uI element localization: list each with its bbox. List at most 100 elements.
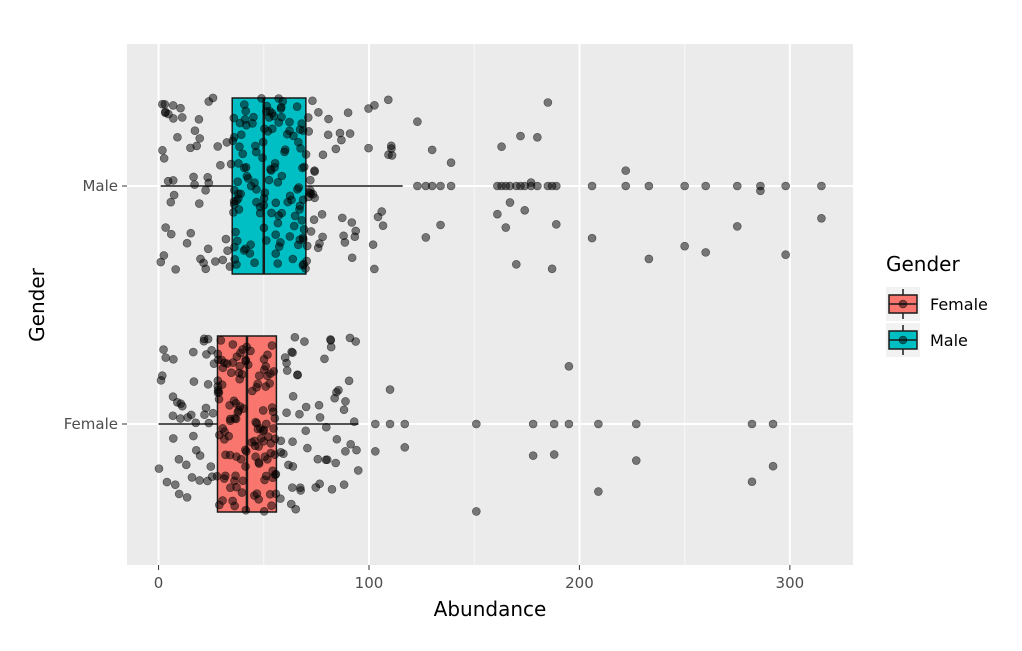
jitter-point [267, 108, 277, 118]
y-tick-label: Female [64, 415, 118, 433]
jitter-point [232, 452, 241, 461]
jitter-point [171, 265, 180, 274]
jitter-point [195, 134, 205, 143]
jitter-point [289, 221, 299, 231]
x-tick-label: 200 [565, 574, 594, 592]
jitter-point [234, 406, 243, 415]
jitter-point [230, 242, 239, 252]
jitter-point [161, 353, 171, 362]
jitter-point [331, 144, 341, 154]
jitter-point [234, 159, 243, 168]
jitter-point [277, 171, 287, 181]
jitter-point [156, 257, 166, 267]
jitter-point [191, 418, 201, 428]
jitter-point [250, 178, 259, 188]
jitter-point [266, 448, 275, 458]
jitter-point [587, 233, 597, 243]
jitter-point [301, 264, 310, 273]
jitter-point [236, 130, 246, 139]
jitter-point [253, 379, 263, 389]
jitter-point [516, 131, 525, 141]
jitter-point [299, 225, 309, 234]
legend-key-point [898, 299, 908, 309]
x-tick-label: 300 [776, 574, 805, 592]
jitter-point [243, 174, 253, 183]
jitter-point [285, 191, 295, 201]
jitter-point [631, 456, 641, 465]
jitter-point [263, 350, 272, 360]
jitter-point [303, 113, 313, 122]
jitter-point [258, 426, 268, 436]
jitter-point [186, 228, 196, 238]
jitter-point [276, 238, 285, 247]
jitter-point [304, 127, 314, 136]
jitter-point [182, 238, 192, 248]
jitter-point [196, 254, 205, 264]
jitter-point [213, 142, 223, 151]
jitter-point [551, 220, 561, 229]
jitter-point [337, 213, 347, 223]
outlier-point [564, 419, 574, 429]
jitter-point [200, 410, 209, 420]
jitter-point [267, 501, 276, 510]
jitter-point [373, 212, 383, 222]
jitter-point [549, 450, 559, 459]
jitter-point [300, 337, 309, 346]
jitter-point [174, 455, 184, 464]
jitter-point [273, 259, 283, 268]
jitter-point [166, 197, 176, 207]
jitter-point [340, 238, 350, 247]
jitter-point [781, 250, 790, 259]
outlier-point [781, 181, 790, 191]
jitter-point [301, 150, 311, 159]
jitter-point [211, 257, 220, 266]
jitter-point [276, 447, 286, 457]
jitter-point [528, 451, 538, 460]
jitter-point [246, 240, 255, 249]
jitter-point [286, 499, 296, 509]
jitter-point [226, 368, 236, 377]
jitter-point [181, 460, 191, 470]
jitter-point [168, 176, 178, 185]
jitter-point [303, 443, 312, 453]
jitter-point [209, 359, 219, 368]
jitter-point [222, 138, 232, 147]
jitter-point [268, 466, 277, 476]
jitter-point [241, 163, 251, 172]
jitter-point [213, 385, 223, 395]
jitter-point [212, 471, 222, 481]
jitter-point [290, 211, 300, 221]
jitter-point [293, 370, 302, 380]
jitter-point [187, 473, 197, 482]
jitter-point [186, 143, 195, 153]
jitter-point [323, 130, 333, 140]
jitter-point [254, 371, 264, 381]
jitter-point [254, 459, 264, 468]
outlier-point [768, 419, 778, 429]
jitter-point [297, 216, 307, 225]
jitter-point [505, 198, 515, 207]
x-tick-label: 100 [355, 574, 384, 592]
jitter-point [282, 408, 291, 418]
jitter-point [314, 108, 323, 117]
jitter-point [238, 345, 247, 354]
jitter-point [353, 466, 363, 475]
jitter-point [258, 137, 268, 147]
jitter-point [203, 380, 213, 389]
jitter-point [263, 371, 272, 381]
outlier-point [427, 181, 437, 191]
jitter-point [194, 199, 204, 208]
jitter-point [157, 371, 167, 380]
outlier-point [631, 419, 641, 429]
jitter-point [413, 117, 422, 126]
jitter-point [345, 129, 355, 138]
jitter-point [732, 222, 742, 231]
jitter-point [241, 106, 251, 116]
jitter-point [206, 462, 216, 471]
jitter-point [265, 379, 274, 388]
jitter-point [400, 443, 410, 452]
jitter-point [267, 208, 276, 218]
jitter-point [512, 260, 521, 269]
jitter-point [158, 99, 167, 109]
legend-item-male: Male [886, 323, 968, 357]
